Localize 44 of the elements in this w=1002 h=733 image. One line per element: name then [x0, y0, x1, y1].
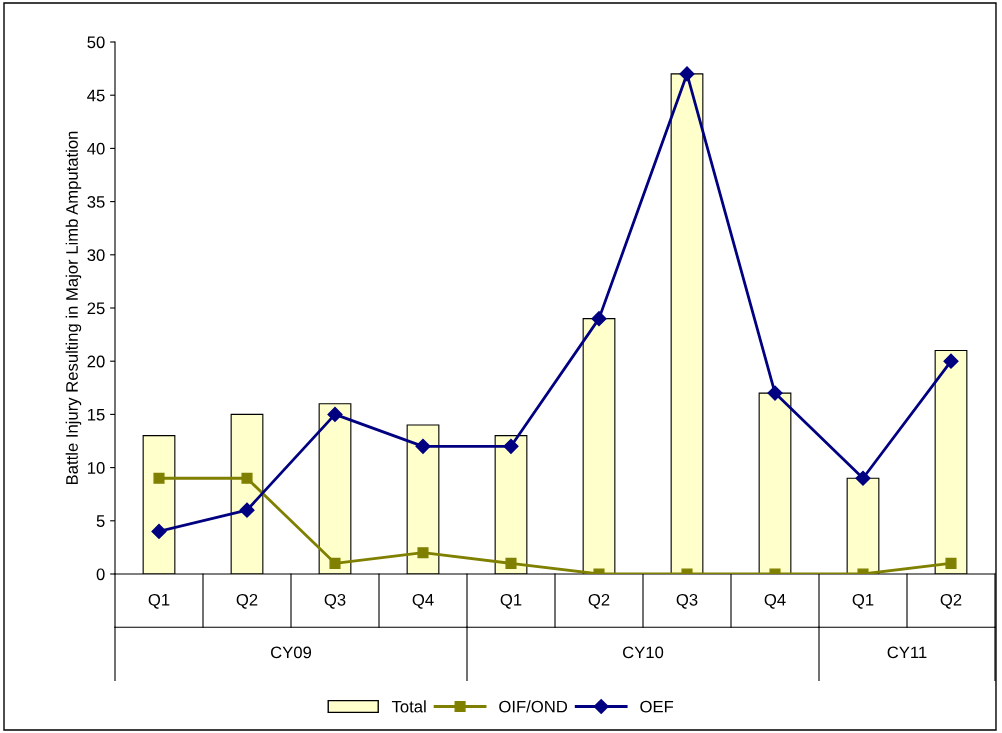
- y-tick-label: 40: [87, 142, 105, 155]
- point: [503, 438, 519, 454]
- point: [417, 547, 429, 559]
- x-tick-label: Q4: [412, 593, 434, 609]
- point: [855, 470, 871, 486]
- y-tick-label: 0: [96, 568, 105, 581]
- point: [153, 472, 165, 484]
- y-tick-label: 5: [96, 515, 105, 527]
- text: CY09: [271, 646, 312, 659]
- x-tick-label: Q1: [500, 593, 522, 609]
- y-tick-label: 25: [87, 302, 105, 315]
- point: [241, 472, 253, 484]
- point: [767, 385, 783, 401]
- x-tick-label: Q2: [588, 593, 610, 609]
- legend-label: OIF/OND: [499, 700, 568, 713]
- x-tick-label: Q2: [236, 593, 258, 609]
- point: [329, 557, 341, 569]
- y-tick-label: 10: [88, 462, 105, 474]
- point: [505, 557, 517, 569]
- point: [591, 311, 607, 327]
- y-tick-label: 50: [87, 36, 105, 49]
- y-tick-label: 20: [87, 355, 105, 368]
- point: [943, 353, 959, 369]
- point: [239, 502, 255, 518]
- text: CY10: [623, 646, 664, 659]
- y-tick-label: 15: [88, 408, 105, 421]
- y-tick-label: 35: [87, 196, 105, 208]
- legend-label: OEF: [640, 700, 674, 713]
- y-axis-title: Battle Injury Resulting in Major Limb Amputation: [65, 131, 82, 485]
- point: [945, 557, 957, 569]
- point: [327, 406, 343, 422]
- point: [415, 438, 431, 454]
- point: [151, 523, 167, 540]
- point: [679, 66, 695, 82]
- y-tick-label: 30: [87, 249, 105, 261]
- text: CY11: [887, 646, 927, 659]
- x-tick-label: Q4: [764, 593, 786, 609]
- y-tick-label: 45: [87, 89, 105, 102]
- x-tick-label: Q1: [852, 593, 874, 609]
- x-tick-label: Q2: [940, 593, 962, 609]
- x-tick-label: Q1: [148, 593, 170, 609]
- x-tick-label: Q3: [676, 593, 698, 609]
- legend-label: Total: [391, 700, 426, 713]
- x-tick-label: Q3: [324, 593, 346, 609]
